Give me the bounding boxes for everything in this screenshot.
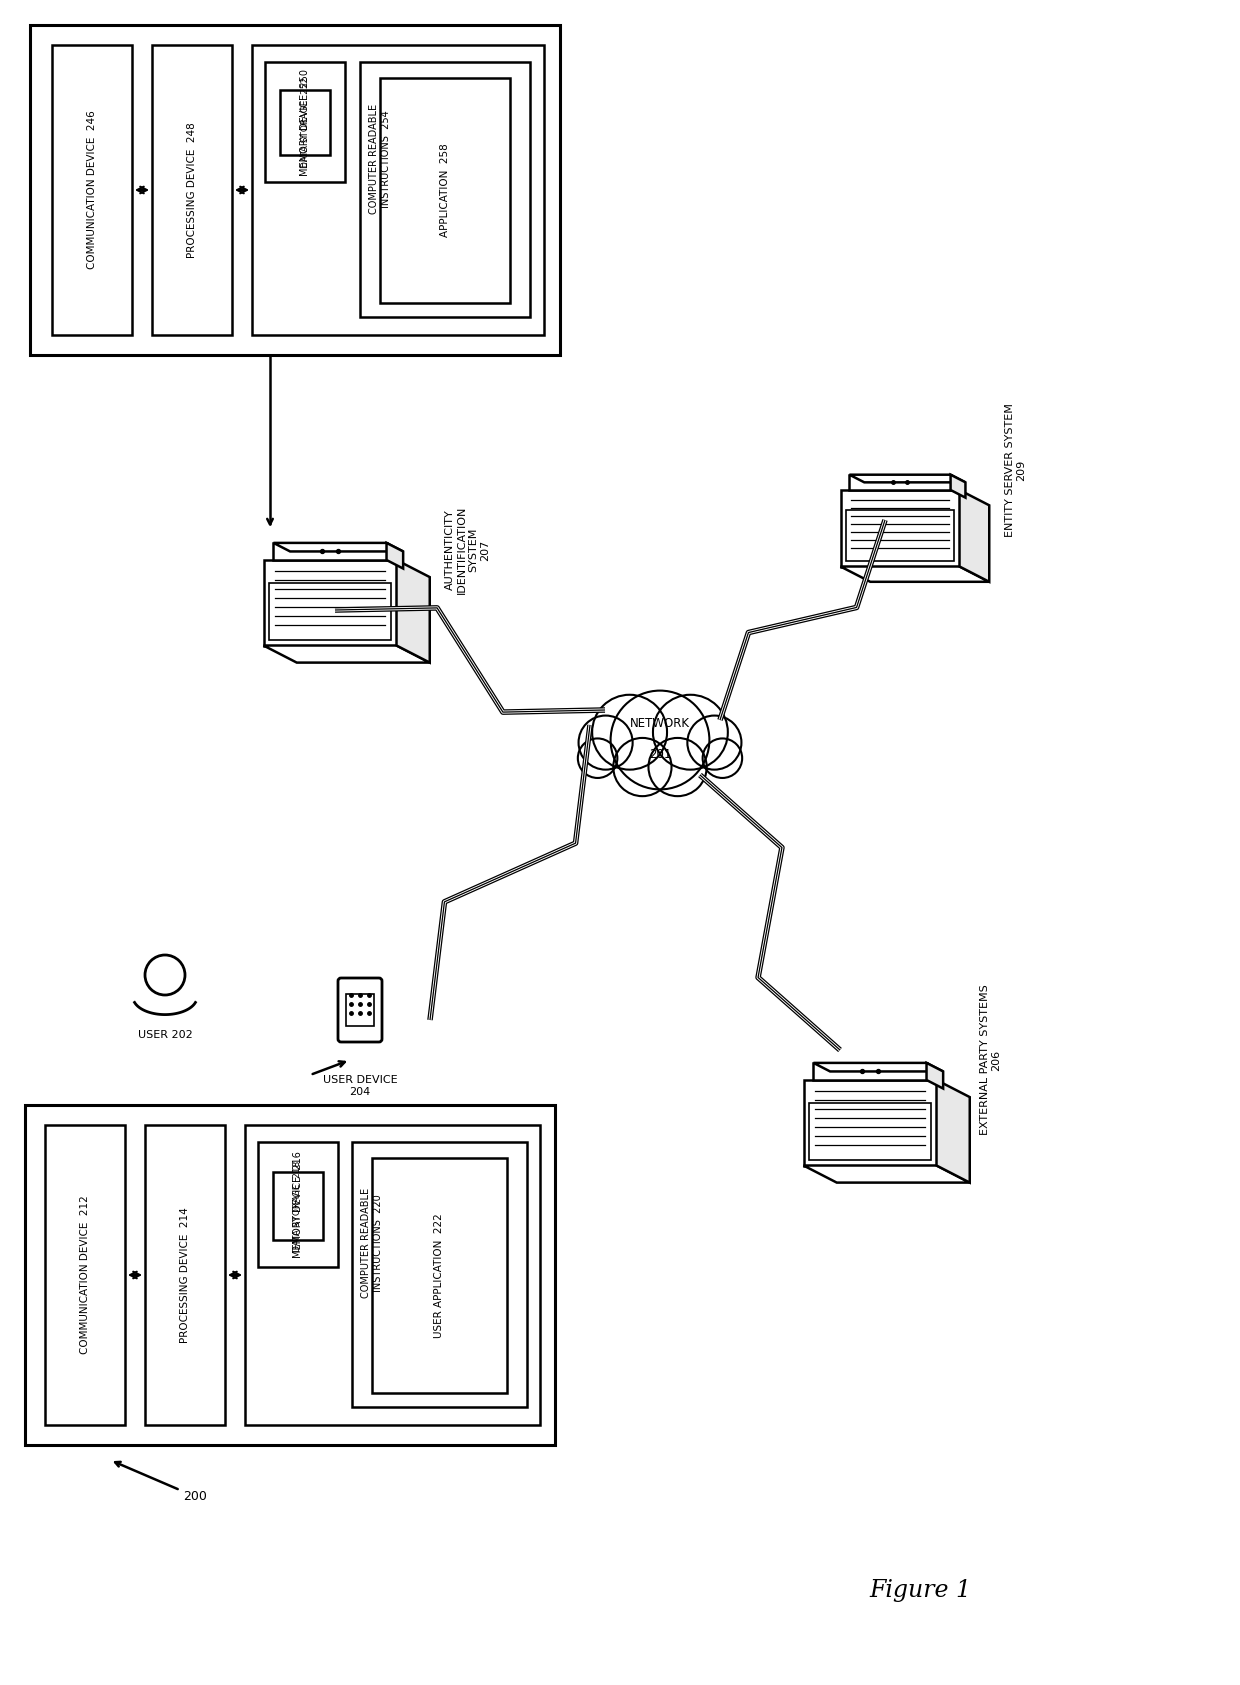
Bar (153, 45, 232, 335)
Bar (252, 45, 544, 335)
Bar (379, 78, 510, 303)
Text: USER 202: USER 202 (138, 1030, 192, 1040)
Text: DATA STORAGE  218: DATA STORAGE 218 (294, 1161, 303, 1252)
Circle shape (614, 738, 672, 795)
Polygon shape (274, 543, 387, 559)
Text: APPLICATION  258: APPLICATION 258 (440, 143, 450, 238)
Text: DATA STORAGE  252: DATA STORAGE 252 (300, 78, 310, 168)
Polygon shape (813, 1063, 944, 1072)
Text: COMPUTER READABLE
INSTRUCTIONS  254: COMPUTER READABLE INSTRUCTIONS 254 (370, 104, 391, 214)
FancyBboxPatch shape (339, 977, 382, 1041)
Circle shape (593, 694, 667, 770)
Polygon shape (960, 490, 990, 581)
Text: Figure 1: Figure 1 (869, 1579, 971, 1601)
Bar (352, 1142, 527, 1407)
Text: PROCESSING DEVICE  248: PROCESSING DEVICE 248 (187, 121, 197, 258)
Polygon shape (841, 490, 960, 566)
Polygon shape (804, 1166, 970, 1183)
Polygon shape (951, 475, 966, 497)
Bar (52, 45, 131, 335)
Text: PROCESSING DEVICE  214: PROCESSING DEVICE 214 (180, 1206, 190, 1343)
Bar (346, 994, 374, 1026)
Text: USER DEVICE
204: USER DEVICE 204 (322, 1075, 397, 1097)
Bar (360, 62, 529, 317)
Bar (258, 1142, 339, 1267)
Text: 200: 200 (115, 1463, 207, 1503)
Circle shape (687, 716, 742, 770)
Text: COMMUNICATION DEVICE  212: COMMUNICATION DEVICE 212 (81, 1196, 91, 1355)
Bar (273, 1173, 322, 1240)
Polygon shape (274, 543, 403, 551)
Text: COMMUNICATION DEVICE  246: COMMUNICATION DEVICE 246 (87, 111, 97, 270)
Text: ENTITY SERVER SYSTEM
209: ENTITY SERVER SYSTEM 209 (1004, 403, 1027, 538)
Text: NETWORK: NETWORK (630, 718, 689, 730)
Text: 201: 201 (649, 748, 671, 762)
Polygon shape (263, 559, 397, 645)
Bar (372, 1158, 507, 1393)
Bar (30, 25, 560, 356)
Circle shape (145, 955, 185, 996)
Polygon shape (387, 543, 403, 568)
Bar (25, 1105, 556, 1446)
Circle shape (649, 738, 707, 795)
Bar (145, 1126, 224, 1426)
Text: AUTHENTICITY
IDENTIFICATION
SYSTEM
207: AUTHENTICITY IDENTIFICATION SYSTEM 207 (445, 506, 490, 595)
Polygon shape (849, 475, 951, 490)
Text: COMPUTER READABLE
INSTRUCTIONS  220: COMPUTER READABLE INSTRUCTIONS 220 (361, 1188, 383, 1297)
Circle shape (653, 694, 728, 770)
Polygon shape (804, 1080, 936, 1166)
Bar (269, 583, 391, 640)
Bar (246, 1126, 539, 1426)
Polygon shape (936, 1080, 970, 1183)
Circle shape (610, 691, 709, 789)
Circle shape (578, 738, 618, 778)
Bar (810, 1102, 931, 1159)
Text: MEMORY DEVICE  250: MEMORY DEVICE 250 (300, 69, 310, 175)
Polygon shape (926, 1063, 944, 1089)
Bar (280, 89, 330, 155)
Text: EXTERNAL PARTY SYSTEMS
206: EXTERNAL PARTY SYSTEMS 206 (980, 984, 1002, 1136)
Polygon shape (397, 559, 430, 662)
Polygon shape (263, 645, 430, 662)
Polygon shape (841, 566, 990, 581)
Polygon shape (849, 475, 966, 482)
Text: MEMORY DEVICE  216: MEMORY DEVICE 216 (293, 1151, 303, 1259)
Polygon shape (813, 1063, 926, 1080)
Bar (265, 62, 345, 182)
Circle shape (703, 738, 743, 778)
Circle shape (579, 716, 632, 770)
Bar (846, 511, 955, 561)
Bar (45, 1126, 125, 1426)
Text: USER APPLICATION  222: USER APPLICATION 222 (434, 1213, 444, 1338)
